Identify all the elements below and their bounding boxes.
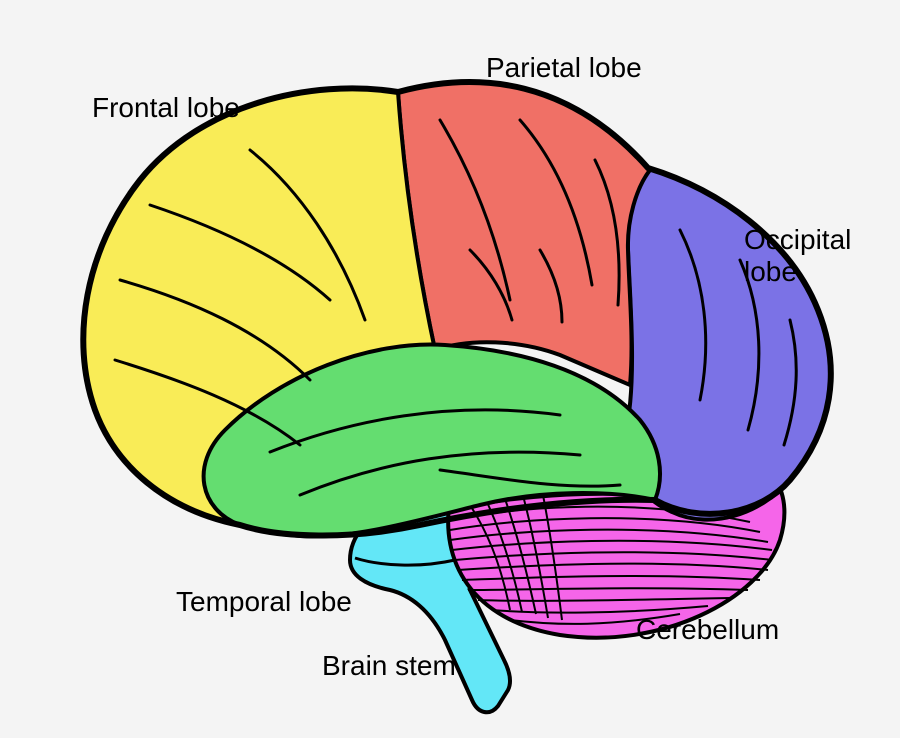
label-cerebellum: Cerebellum bbox=[636, 614, 779, 646]
label-temporal: Temporal lobe bbox=[176, 586, 352, 618]
label-brainstem: Brain stem bbox=[322, 650, 456, 682]
parietal-region bbox=[398, 82, 650, 385]
label-frontal: Frontal lobe bbox=[92, 92, 240, 124]
label-parietal: Parietal lobe bbox=[486, 52, 642, 84]
label-occipital: Occipital lobe bbox=[744, 224, 851, 288]
